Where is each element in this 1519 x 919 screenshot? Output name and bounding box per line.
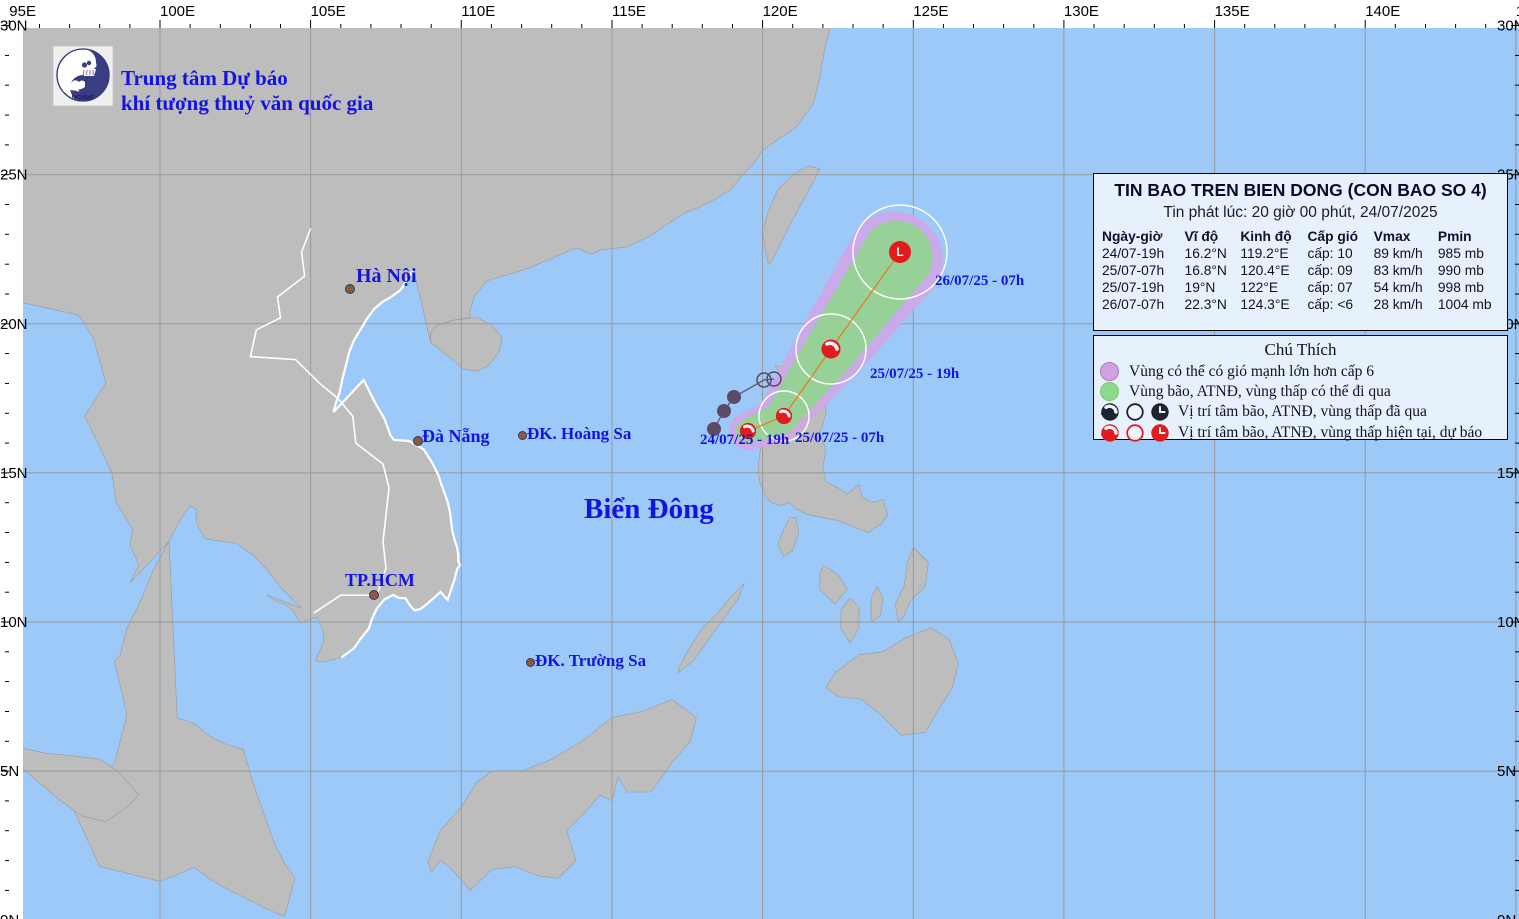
svg-text:L: L bbox=[896, 245, 903, 259]
svg-text:NCHMF: NCHMF bbox=[72, 95, 95, 102]
svg-text:24/07/25 - 19h: 24/07/25 - 19h bbox=[700, 432, 790, 448]
svg-text:25/07/25 - 19h: 25/07/25 - 19h bbox=[870, 366, 960, 382]
svg-text:26/07/25 - 07h: 26/07/25 - 07h bbox=[935, 273, 1025, 289]
svg-text:25/07/25 - 07h: 25/07/25 - 07h bbox=[795, 430, 885, 446]
